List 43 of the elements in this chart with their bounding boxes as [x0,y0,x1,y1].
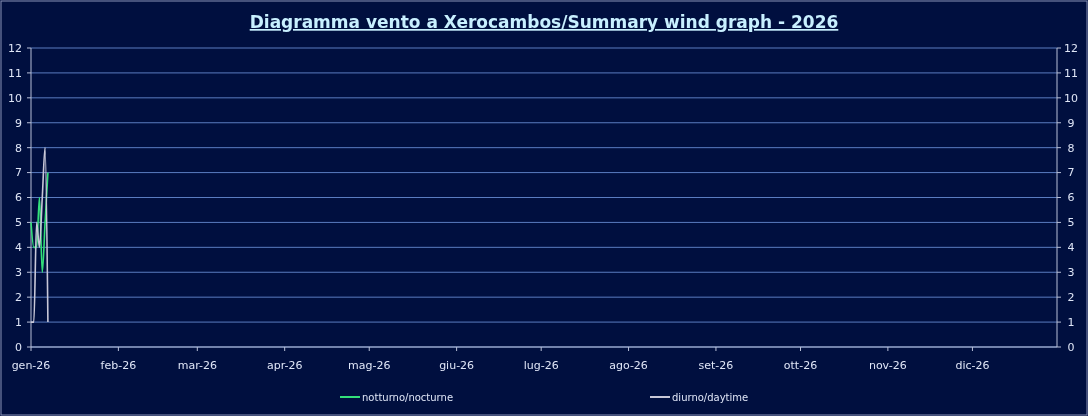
x-tick-label: mar-26 [177,359,217,372]
x-tick-label: ott-26 [783,359,818,372]
y-tick-label: 9 [15,116,22,130]
x-tick-label: dic-26 [955,359,990,372]
x-tick-label: nov-26 [868,359,907,372]
y2-tick-label: 7 [1067,166,1075,180]
y2-tick-label: 5 [1067,216,1075,230]
y-tick-label: 10 [8,91,22,105]
y-tick-label: 6 [15,191,22,205]
y-tick-label: 12 [8,41,22,55]
y2-tick-label: 10 [1064,91,1078,105]
y-tick-label: 5 [15,216,22,230]
legend-label: notturno/nocturne [362,391,454,403]
x-tick-label: set-26 [698,359,734,372]
y2-tick-label: 3 [1067,266,1075,280]
y-tick-label: 4 [15,241,22,255]
x-tick-label: lug-26 [523,359,559,372]
x-tick-label: feb-26 [100,359,137,372]
y-tick-label: 2 [15,291,22,305]
x-tick-label: giu-26 [439,359,475,372]
y2-tick-label: 2 [1067,291,1075,305]
y2-tick-label: 8 [1067,141,1075,155]
y-tick-label: 8 [15,141,22,155]
x-tick-label: ago-26 [609,359,648,372]
y2-tick-label: 11 [1064,66,1078,80]
y2-tick-label: 9 [1067,116,1075,130]
y2-tick-label: 4 [1067,241,1075,255]
y-tick-label: 0 [15,340,22,354]
y2-tick-label: 6 [1067,191,1075,205]
chart-title: Diagramma vento a Xerocambos/Summary wind graph - 2026 [249,12,839,32]
line-series [30,146,49,323]
y2-tick-label: 12 [1064,41,1078,55]
x-tick-label: mag-26 [348,359,391,372]
y2-tick-label: 1 [1067,315,1075,329]
y-tick-label: 1 [15,315,22,329]
y2-tick-label: 0 [1067,340,1075,354]
x-tick-label: gen-26 [11,359,51,372]
y-tick-label: 7 [15,166,22,180]
y-tick-label: 11 [8,66,22,80]
legend-label: diurno/daytime [672,391,749,403]
x-tick-label: apr-26 [266,359,303,372]
line-series [30,171,49,274]
y-tick-label: 3 [15,266,22,280]
